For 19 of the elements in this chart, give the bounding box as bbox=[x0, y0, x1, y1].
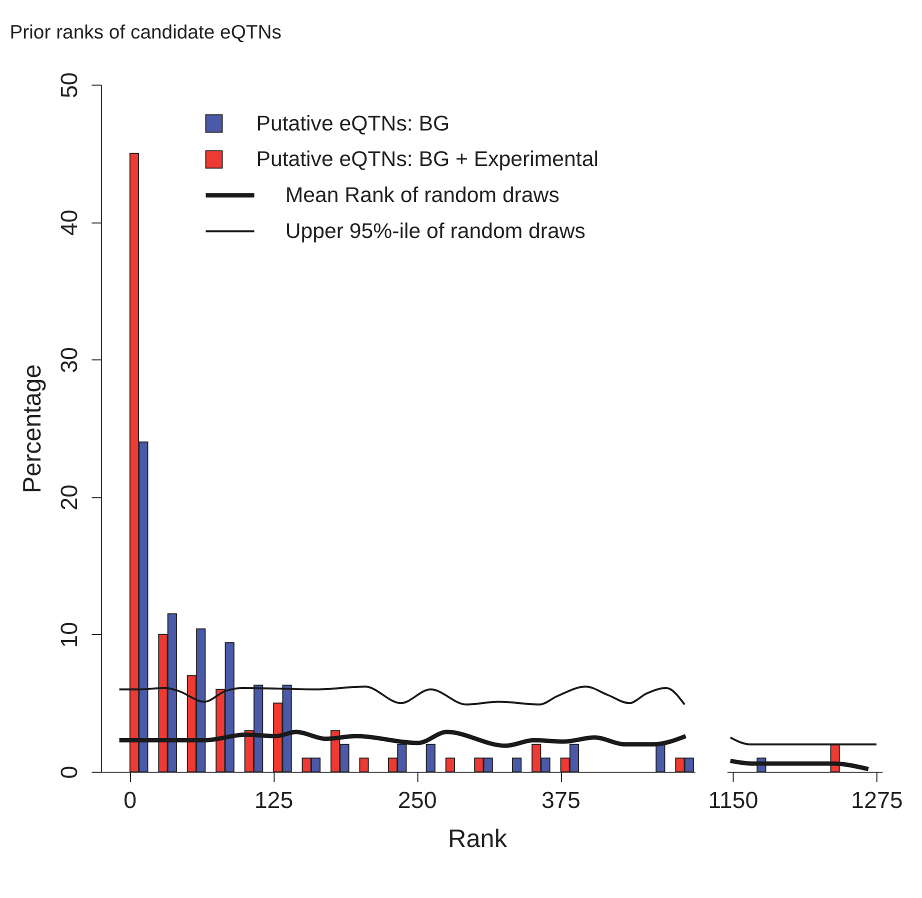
chart-title: Prior ranks of candidate eQTNs bbox=[10, 22, 282, 44]
y-tick-label: 50 bbox=[56, 72, 82, 98]
y-tick-label: 40 bbox=[56, 210, 82, 236]
legend-label: Putative eQTNs: BG + Experimental bbox=[256, 147, 598, 172]
legend-label: Putative eQTNs: BG bbox=[256, 111, 450, 136]
x-axis-title: Rank bbox=[448, 825, 508, 854]
legend-label: Upper 95%-ile of random draws bbox=[285, 219, 586, 244]
x-tick-label: 125 bbox=[254, 787, 294, 814]
x-tick-label: 0 bbox=[124, 787, 137, 814]
y-tick-label: 0 bbox=[56, 766, 82, 779]
x-tick-label: 250 bbox=[398, 787, 437, 814]
y-tick-label: 20 bbox=[56, 484, 82, 510]
x-tick-label: 375 bbox=[542, 787, 580, 814]
y-axis-title: Percentage bbox=[18, 364, 46, 494]
y-tick-label: 30 bbox=[56, 347, 82, 373]
x-tick-label: 1150 bbox=[708, 787, 758, 814]
legend-label: Mean Rank of random draws bbox=[285, 183, 560, 208]
y-tick-label: 10 bbox=[56, 622, 82, 648]
x-tick-label: 1275 bbox=[851, 787, 903, 814]
